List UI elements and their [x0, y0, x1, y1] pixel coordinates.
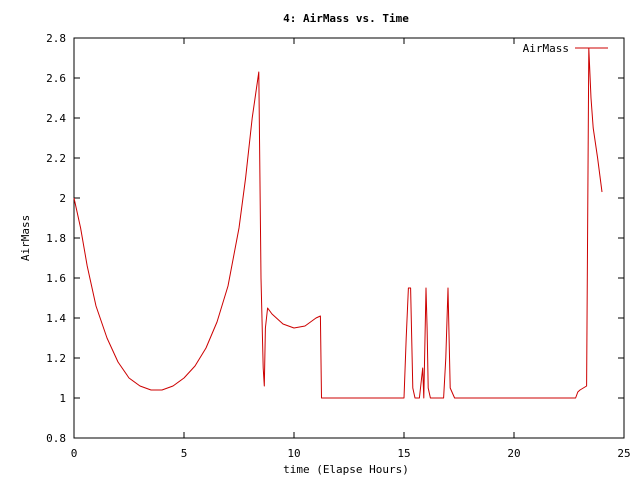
plot-frame: [73, 37, 625, 439]
x-axis-ticks: 0 5 10 15 20 25: [71, 38, 631, 460]
y-axis-label: AirMass: [19, 215, 32, 261]
y-axis-ticks: 0.8 1 1.2 1.4 1.6 1.8 2 2.2 2.4 2.6 2.8: [46, 32, 624, 445]
y-tick-label: 0.8: [46, 432, 66, 445]
series-layer: [73, 47, 603, 399]
legend-label: AirMass: [523, 42, 569, 55]
y-tick-label: 1.2: [46, 352, 66, 365]
y-tick-label: 1.4: [46, 312, 66, 325]
y-tick-label: 1.6: [46, 272, 66, 285]
x-tick-label: 20: [507, 447, 520, 460]
y-tick-label: 2.4: [46, 112, 66, 125]
x-tick-label: 0: [71, 447, 78, 460]
x-axis-label: time (Elapse Hours): [283, 463, 409, 476]
x-tick-label: 5: [181, 447, 188, 460]
y-tick-label: 2.2: [46, 152, 66, 165]
chart-title: 4: AirMass vs. Time: [283, 12, 409, 25]
y-tick-label: 2.8: [46, 32, 66, 45]
y-tick-label: 1.8: [46, 232, 66, 245]
y-tick-label: 2.6: [46, 72, 66, 85]
y-tick-label: 1: [59, 392, 66, 405]
y-tick-label: 2: [59, 192, 66, 205]
x-tick-label: 25: [617, 447, 630, 460]
x-tick-label: 15: [397, 447, 410, 460]
series-line-airmass: [73, 47, 603, 399]
x-tick-label: 10: [287, 447, 300, 460]
legend: AirMass: [523, 42, 608, 55]
